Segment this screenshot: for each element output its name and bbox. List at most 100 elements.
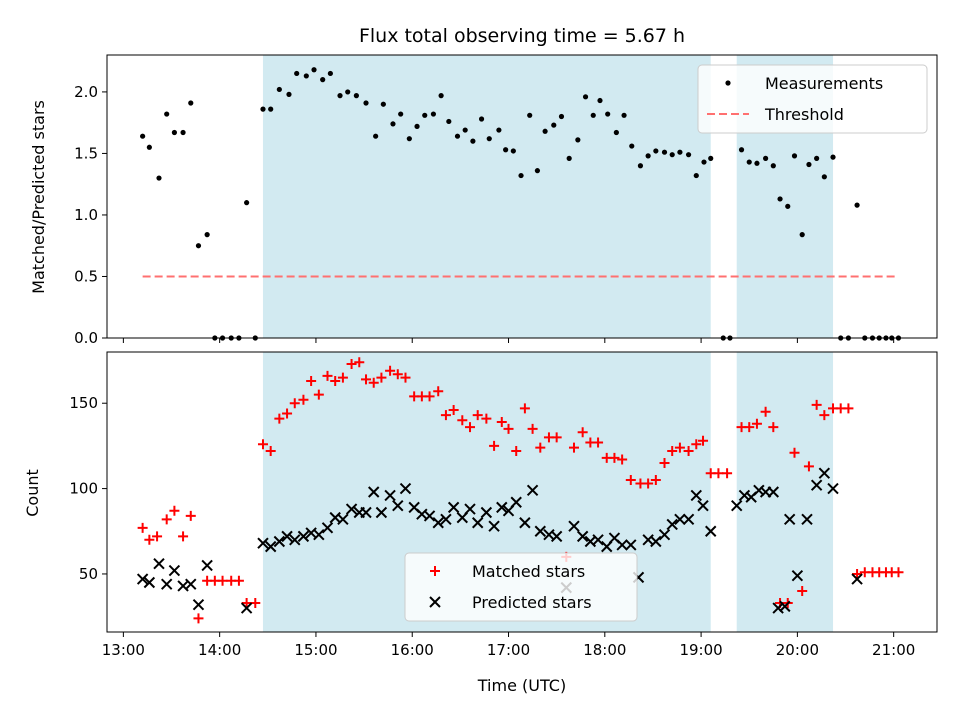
matched-star-point xyxy=(282,408,293,419)
measurement-point xyxy=(303,73,309,79)
measurement-point xyxy=(345,89,351,95)
matched-star-point xyxy=(819,410,830,421)
measurement-point xyxy=(188,100,194,106)
matched-star-point xyxy=(893,567,904,578)
matched-star-point xyxy=(337,372,348,383)
measurement-point xyxy=(770,163,776,169)
measurement-point xyxy=(140,133,146,139)
measurement-point xyxy=(621,112,627,118)
measurement-point xyxy=(510,148,516,154)
measurement-point xyxy=(575,137,581,143)
bottom-plot-frame xyxy=(106,351,938,633)
predicted-star-point xyxy=(526,484,539,497)
predicted-star-point xyxy=(360,506,372,519)
matched-star-point xyxy=(257,439,268,450)
top-chart-title: Flux total observing time = 5.67 h xyxy=(359,25,685,47)
matched-star-point xyxy=(298,394,309,405)
matched-star-point xyxy=(496,417,507,427)
measurement-point xyxy=(294,70,300,77)
matched-star-point xyxy=(137,522,148,533)
measurement-point xyxy=(462,127,468,133)
top-y-ticks: 0.0 0.5 1.0 1.5 2.0 xyxy=(74,83,107,347)
predicted-star-point xyxy=(464,503,476,515)
x-tick-label: 20:00 xyxy=(776,641,819,659)
y-tick-label: 0.0 xyxy=(74,329,98,347)
matched-star-point xyxy=(698,435,709,446)
predicted-star-point xyxy=(143,576,156,589)
matched-star-point xyxy=(368,377,379,388)
x-tick-label: 13:00 xyxy=(102,641,145,659)
predicted-star-point xyxy=(240,602,253,614)
matched-star-point xyxy=(551,432,562,443)
measurement-point xyxy=(645,153,651,159)
predicted-star-point xyxy=(625,539,637,551)
matched-star-point xyxy=(568,442,579,453)
y-tick-label: 100 xyxy=(69,480,98,498)
predicted-star-point xyxy=(550,530,563,543)
predicted-star-point xyxy=(616,539,628,551)
matched-star-point xyxy=(306,376,317,387)
bottom-chart-panel: 13:00 14:00 15:00 16:00 17:00 18:00 19:00 20:00… xyxy=(23,351,938,695)
measurement-point xyxy=(446,118,452,125)
matched-star-point xyxy=(797,586,808,597)
matched-star-point xyxy=(313,389,324,400)
predicted-star-point xyxy=(690,489,702,502)
measurement-point xyxy=(454,133,461,139)
measurement-point xyxy=(566,155,572,161)
matched-star-point xyxy=(691,439,702,450)
measurement-point xyxy=(551,122,557,128)
matched-star-point xyxy=(760,406,771,417)
matched-star-point xyxy=(346,358,357,369)
predicted-star-point xyxy=(345,503,358,515)
y-tick-label: 150 xyxy=(69,394,98,412)
measurement-point xyxy=(661,149,668,155)
matched-star-point xyxy=(289,398,300,409)
measurement-point xyxy=(791,153,798,159)
measurement-point xyxy=(605,111,611,117)
matched-star-point xyxy=(617,454,628,465)
x-tick-label: 19:00 xyxy=(679,641,722,659)
shaded-interval-0 xyxy=(262,55,711,338)
predicted-star-point xyxy=(447,501,460,514)
x-tick-label: 21:00 xyxy=(872,641,915,659)
measurement-point xyxy=(244,200,250,206)
matched-star-point xyxy=(722,468,733,479)
predicted-star-point xyxy=(399,482,412,495)
predicted-star-point xyxy=(818,467,831,479)
matched-star-point xyxy=(465,422,476,433)
measurement-point xyxy=(486,136,492,142)
predicted-star-point xyxy=(297,530,310,543)
measurement-point xyxy=(677,149,683,155)
measurement-point xyxy=(430,111,437,117)
predicted-star-point xyxy=(705,525,717,537)
matched-star-point xyxy=(843,403,854,414)
measurement-point xyxy=(363,100,369,106)
predicted-star-point xyxy=(136,573,149,585)
matched-star-point xyxy=(527,423,538,434)
matched-star-point xyxy=(178,531,189,542)
top-x-ticks xyxy=(122,338,895,343)
measurement-point xyxy=(854,202,860,208)
matched-star-point xyxy=(274,413,285,424)
measurement-point xyxy=(814,155,820,161)
measurement-point xyxy=(763,155,769,161)
matched-star-point xyxy=(625,475,636,486)
predicted-star-point xyxy=(432,517,444,529)
matched-star-point xyxy=(489,440,500,451)
measurement-point xyxy=(503,147,509,153)
measurement-point xyxy=(204,232,210,238)
y-tick-label: 2.0 xyxy=(74,83,98,101)
measurement-point xyxy=(830,154,836,160)
matched-star-point xyxy=(354,357,365,368)
predicted-star-point xyxy=(423,510,436,522)
matched-star-point xyxy=(217,575,228,586)
matched-star-point xyxy=(322,370,333,381)
top-chart-panel: 0.00.51.01.52.0 Matched/Predicted stars … xyxy=(29,54,938,347)
measurement-point xyxy=(542,128,548,134)
x-tick-label: 15:00 xyxy=(294,641,337,659)
predicted-star-point xyxy=(440,513,452,526)
legend-box xyxy=(697,64,928,134)
matched-star-point xyxy=(744,422,755,433)
predicted-star-point xyxy=(160,578,173,590)
legend-label: Measurements xyxy=(765,74,883,93)
